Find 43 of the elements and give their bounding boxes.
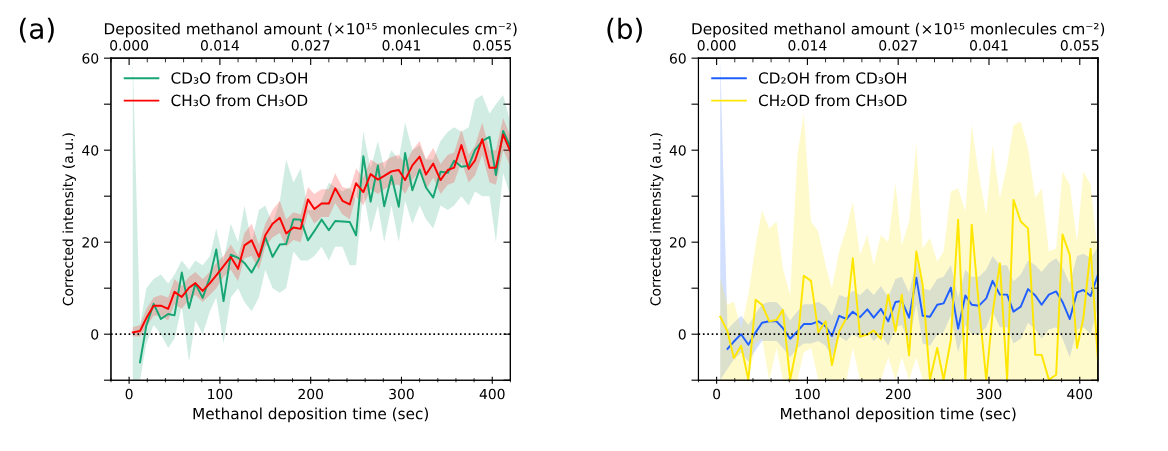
x-tick-label: 200 <box>298 388 324 400</box>
y-tick-label: 40 <box>82 145 99 156</box>
x2-axis-title: Deposited methanol amount (×10¹⁵ monlecules cm⁻²) <box>104 22 517 38</box>
x2-tick-label: 0.014 <box>200 40 239 51</box>
x2-tick-label: 0.027 <box>879 40 917 51</box>
y-tick-label: 0 <box>678 329 686 340</box>
line-series <box>719 198 1098 381</box>
line-series <box>139 129 511 364</box>
y-tick-label: 60 <box>669 53 686 64</box>
line-series <box>726 273 1098 350</box>
x-tick-label: 0 <box>713 388 721 400</box>
x-tick-label: 100 <box>795 388 820 400</box>
x2-axis-title: Deposited methanol amount (×10¹⁵ monlecules cm⁻²) <box>692 22 1105 38</box>
y-axis-title: Corrected intensity (a.u.) <box>649 133 664 306</box>
y-axis-title: Corrected intensity (a.u.) <box>62 133 76 306</box>
y-tick-label: 20 <box>82 237 99 248</box>
text: (a) <box>19 17 54 43</box>
x-tick-label: 300 <box>389 388 414 400</box>
x2-tick-label: 0.000 <box>697 40 736 51</box>
x-axis-title: Methanol deposition time (sec) <box>193 407 429 423</box>
x-tick-label: 100 <box>208 388 233 400</box>
x-tick-label: 400 <box>1067 388 1093 400</box>
x-tick-label: 300 <box>976 388 1002 400</box>
x2-tick-label: 0.041 <box>382 40 421 51</box>
x2-tick-label: 0.055 <box>473 40 511 51</box>
x2-tick-label: 0.027 <box>291 40 330 51</box>
legend-label: CD₂OH from CD₃OH <box>758 71 906 84</box>
x2-tick-label: 0.014 <box>788 40 827 51</box>
x2-tick-label: 0.041 <box>970 40 1008 51</box>
y-tick-label: 0 <box>91 329 99 340</box>
x-tick-label: 400 <box>479 388 505 400</box>
y-tick-label: 40 <box>669 145 686 156</box>
x-axis-title: Methanol deposition time (sec) <box>781 407 1016 423</box>
text: (b) <box>607 17 642 43</box>
legend-label: CH₃O from CH₃OD <box>171 94 308 107</box>
x-tick-label: 0 <box>125 388 133 400</box>
x2-tick-label: 0.000 <box>110 40 149 51</box>
legend-label: CD₃O from CD₃OH <box>171 71 307 84</box>
x2-tick-label: 0.055 <box>1060 40 1099 51</box>
y-tick-label: 60 <box>82 53 99 64</box>
legend-label: CH₂OD from CH₃OD <box>758 94 907 107</box>
y-tick-label: 20 <box>670 237 686 248</box>
x-tick-label: 200 <box>885 388 911 400</box>
